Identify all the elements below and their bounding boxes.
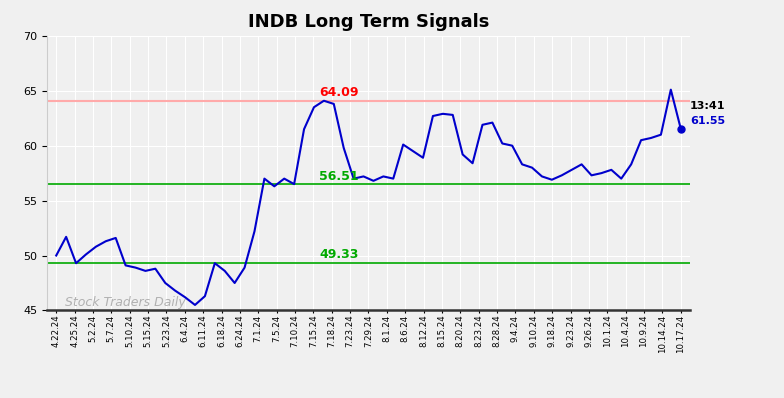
Text: Stock Traders Daily: Stock Traders Daily bbox=[65, 296, 186, 309]
Text: 61.55: 61.55 bbox=[690, 116, 725, 126]
Text: 49.33: 49.33 bbox=[319, 248, 359, 261]
Text: 13:41: 13:41 bbox=[690, 101, 725, 111]
Title: INDB Long Term Signals: INDB Long Term Signals bbox=[248, 14, 489, 31]
Text: 56.51: 56.51 bbox=[319, 170, 359, 183]
Text: 64.09: 64.09 bbox=[319, 86, 359, 100]
